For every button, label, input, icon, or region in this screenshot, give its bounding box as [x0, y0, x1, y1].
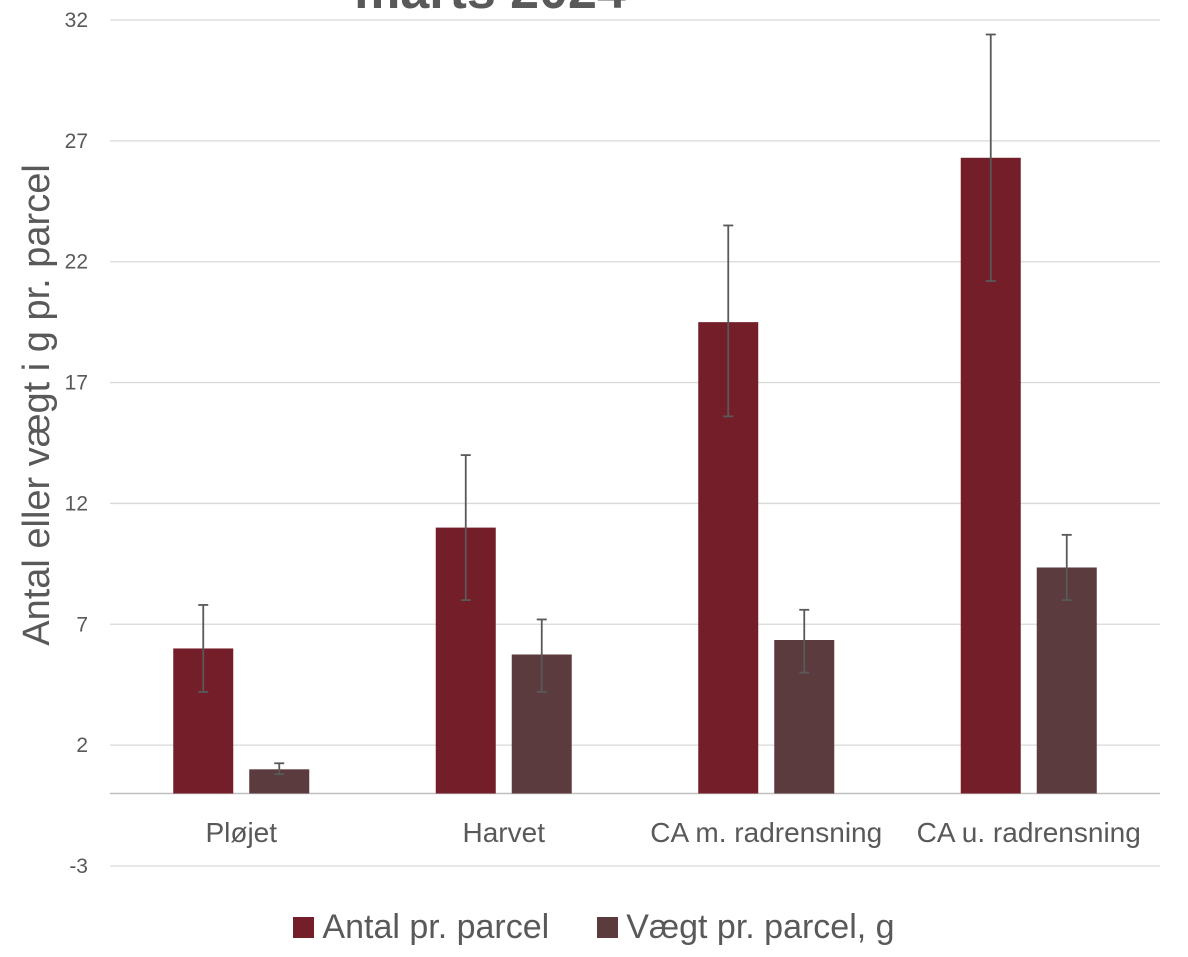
error-bars	[198, 33, 1072, 776]
y-tick-label: 32	[65, 9, 88, 32]
chart: 32 27 22 17 12 7 2 -3 Pløjet Harvet CA m. radrens…	[16, 0, 1160, 878]
legend-label: Antal pr. parcel	[322, 908, 550, 946]
bar	[1036, 567, 1097, 794]
y-tick-label: 2	[76, 734, 88, 757]
legend: Antal pr. parcel Vægt pr. parcel, g	[0, 908, 1188, 947]
legend-swatch	[293, 917, 315, 938]
y-axis-label: Antal eller vægt i g pr. parcel	[16, 164, 58, 646]
y-tick-label: -3	[69, 855, 88, 878]
legend-item: Antal pr. parcel	[293, 908, 549, 947]
legend-swatch	[597, 917, 619, 938]
x-category-label: CA u. radrensning	[917, 817, 1141, 848]
y-axis-ticks: 32 27 22 17 12 7 2 -3	[65, 9, 88, 878]
x-category-label: CA m. radrensning	[650, 817, 882, 848]
chart-title: marts 2024	[354, 0, 626, 20]
y-tick-label: 22	[65, 251, 88, 274]
y-tick-label: 27	[65, 130, 88, 153]
legend-item: Vægt pr. parcel, g	[597, 908, 895, 947]
y-tick-label: 12	[65, 492, 88, 515]
x-axis-categories: Pløjet Harvet CA m. radrensning CA u. radre…	[205, 817, 1140, 848]
y-tick-label: 7	[76, 613, 88, 636]
legend-label: Vægt pr. parcel, g	[626, 908, 895, 946]
bars	[173, 157, 1097, 794]
y-tick-label: 17	[65, 372, 88, 395]
x-category-label: Pløjet	[205, 817, 277, 848]
x-category-label: Harvet	[463, 817, 546, 848]
